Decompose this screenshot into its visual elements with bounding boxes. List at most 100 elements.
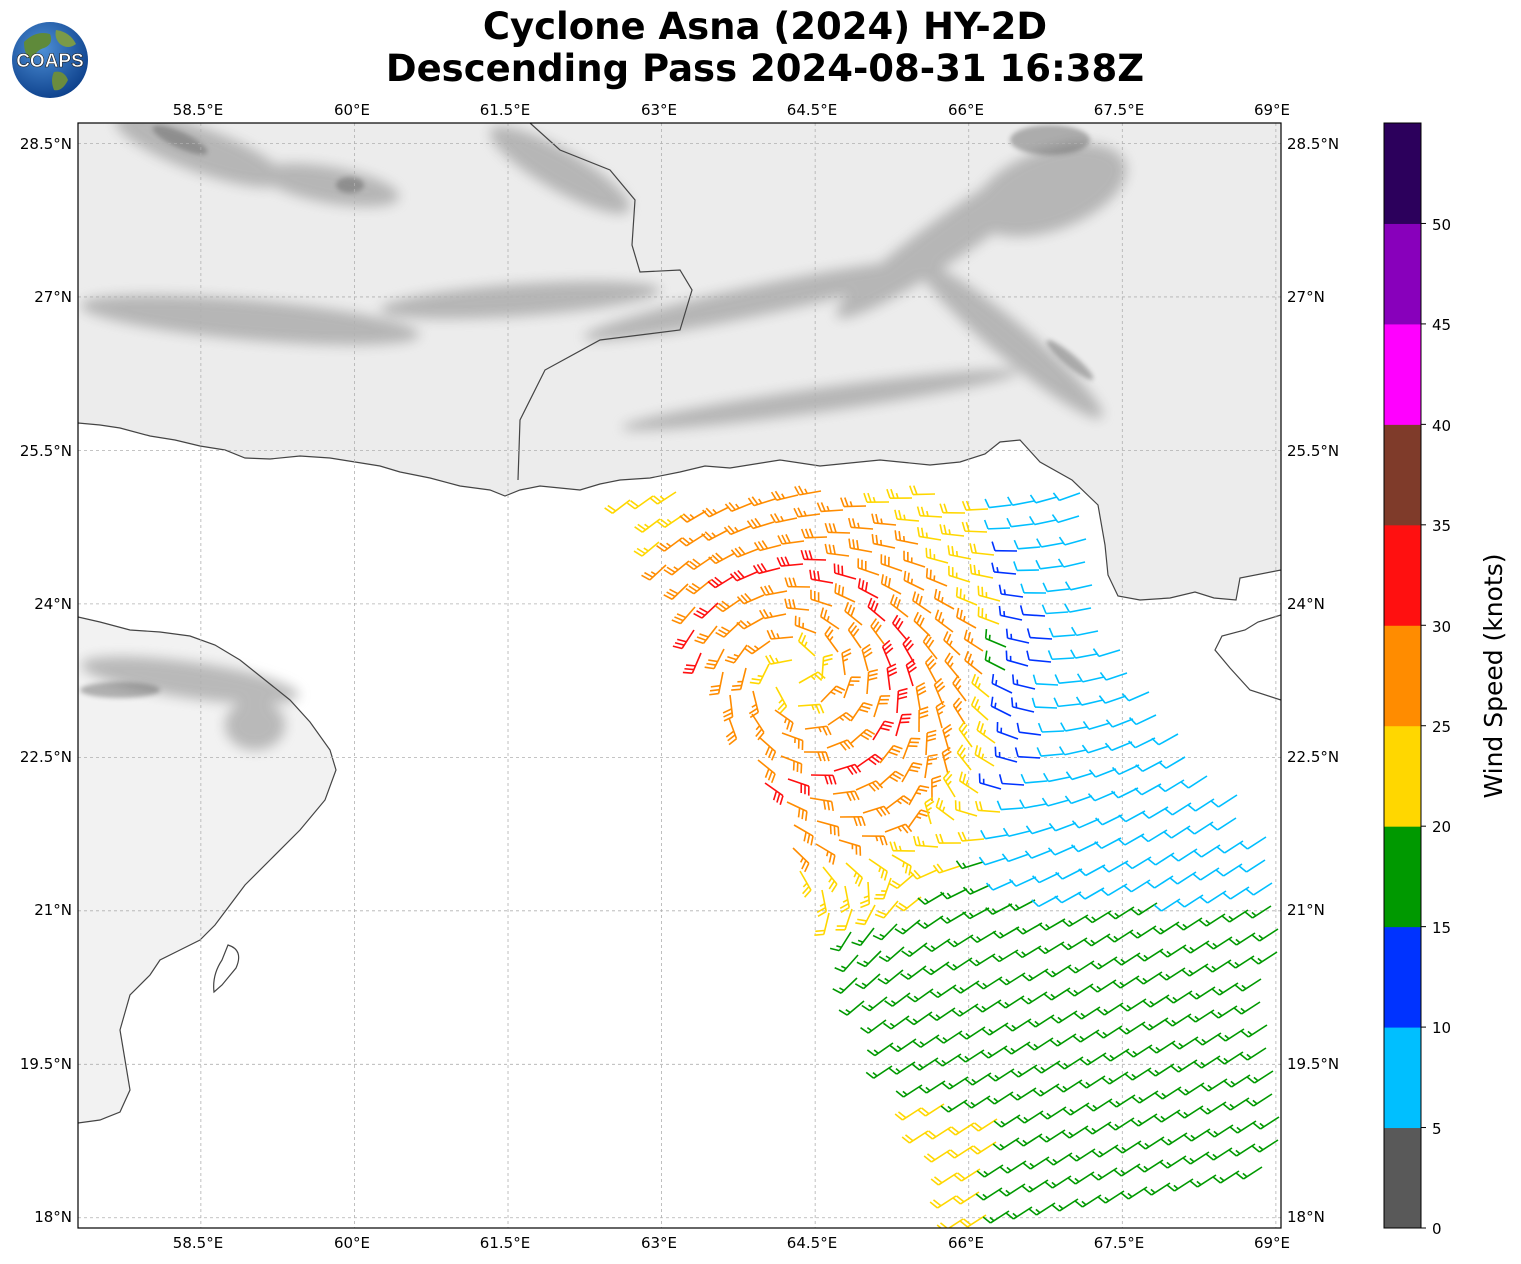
lat-label-left: 27°N bbox=[34, 288, 72, 306]
wind-barb bbox=[776, 556, 804, 567]
wind-barb bbox=[1014, 747, 1041, 759]
wind-barb bbox=[970, 1118, 998, 1132]
wind-barb bbox=[1016, 1110, 1044, 1124]
colorbar-segment bbox=[1384, 1027, 1421, 1129]
coastlines bbox=[78, 123, 1281, 1124]
wind-barb bbox=[1058, 746, 1087, 756]
wind-barb bbox=[1151, 733, 1179, 746]
wind-barb bbox=[1170, 848, 1198, 862]
lon-label-bottom: 69°E bbox=[1254, 1234, 1290, 1252]
wind-barb bbox=[845, 862, 864, 887]
wind-barb bbox=[917, 892, 945, 905]
wind-barb bbox=[1002, 827, 1031, 838]
wind-barb bbox=[850, 702, 873, 722]
wind-barb bbox=[940, 1099, 968, 1113]
wind-barb bbox=[952, 1191, 980, 1205]
wind-barb bbox=[922, 633, 938, 660]
wind-barb bbox=[799, 870, 812, 898]
wind-barb bbox=[1032, 674, 1059, 686]
wind-barb bbox=[877, 969, 904, 985]
wind-barb bbox=[929, 1195, 957, 1209]
wind-barb bbox=[916, 506, 943, 518]
wind-barb bbox=[800, 528, 828, 539]
wind-barb bbox=[765, 654, 793, 665]
lon-label-bottom: 66°E bbox=[948, 1234, 984, 1252]
wind-barb bbox=[821, 653, 833, 680]
wind-barb bbox=[1042, 582, 1070, 593]
wind-barb bbox=[682, 652, 702, 675]
lat-label-right: 19.5°N bbox=[1287, 1055, 1339, 1073]
wind-barb bbox=[1064, 581, 1093, 591]
wind-barb bbox=[816, 502, 844, 513]
wind-barb bbox=[1007, 496, 1035, 506]
wind-barb bbox=[932, 863, 961, 874]
lat-label-right: 22.5°N bbox=[1287, 748, 1339, 766]
wind-barb bbox=[1169, 871, 1197, 885]
logo-text: COAPS bbox=[16, 51, 84, 72]
wind-barb bbox=[947, 1122, 975, 1136]
wind-barb bbox=[787, 778, 810, 796]
wind-barb bbox=[1071, 841, 1099, 853]
wind-barb bbox=[1010, 1064, 1038, 1078]
wind-barb bbox=[824, 626, 839, 653]
wind-barb bbox=[1165, 990, 1193, 1004]
wind-barb bbox=[909, 485, 936, 496]
wind-barb bbox=[1068, 1148, 1096, 1162]
colorbar-tick-label: 5 bbox=[1432, 1120, 1442, 1138]
colorbar-segment bbox=[1384, 826, 1421, 928]
wind-barb bbox=[894, 919, 921, 935]
wind-barb bbox=[993, 1114, 1021, 1128]
wind-barb bbox=[928, 1007, 956, 1021]
wind-barb bbox=[1090, 1167, 1118, 1181]
wind-barb bbox=[1055, 1079, 1083, 1093]
wind-barb bbox=[1131, 1090, 1159, 1104]
wind-barb bbox=[1064, 795, 1093, 805]
wind-barb bbox=[867, 597, 886, 622]
wind-barb bbox=[969, 564, 994, 579]
wind-barb bbox=[1043, 987, 1071, 1001]
wind-barb bbox=[895, 1084, 923, 1098]
wind-barb bbox=[984, 498, 1012, 509]
wind-barb bbox=[1021, 968, 1049, 982]
wind-barb bbox=[861, 996, 888, 1012]
wind-barb bbox=[758, 736, 777, 761]
wind-barb bbox=[1015, 1133, 1043, 1147]
wind-barb bbox=[826, 739, 855, 751]
wind-barb bbox=[952, 980, 980, 994]
wind-barb bbox=[1049, 1033, 1077, 1047]
wind-barb bbox=[882, 1015, 910, 1030]
wind-barb bbox=[994, 746, 1018, 763]
wind-barb bbox=[856, 950, 882, 968]
wind-barb bbox=[866, 668, 879, 695]
wind-barb bbox=[901, 942, 928, 957]
wind-barb bbox=[816, 820, 840, 837]
map-title: Cyclone Asna (2024) HY-2D Descending Pas… bbox=[0, 6, 1521, 90]
wind-barb bbox=[984, 650, 1006, 671]
wind-barb bbox=[939, 911, 967, 924]
colorbar-tick-label: 45 bbox=[1432, 316, 1451, 334]
wind-barb bbox=[962, 907, 990, 920]
wind-barb bbox=[946, 1145, 974, 1159]
wind-barb bbox=[957, 831, 985, 842]
wind-barb bbox=[895, 896, 922, 912]
wind-barb bbox=[1189, 1174, 1217, 1188]
wind-barb bbox=[1081, 744, 1110, 754]
wind-barb bbox=[1245, 1093, 1273, 1107]
wind-barbs bbox=[604, 485, 1280, 1228]
wind-barb bbox=[1107, 1117, 1135, 1131]
wind-barb bbox=[781, 732, 804, 751]
wind-barb bbox=[1029, 494, 1058, 504]
wind-barb bbox=[1104, 741, 1133, 752]
wind-barb bbox=[729, 569, 758, 582]
wind-barb bbox=[861, 643, 873, 672]
wind-barb bbox=[1159, 1155, 1187, 1169]
wind-barb bbox=[1090, 956, 1118, 970]
wind-barb bbox=[1240, 1024, 1268, 1038]
wind-barb bbox=[822, 866, 838, 893]
wind-barb bbox=[971, 673, 990, 698]
colorbar-title: Wind Speed (knots) bbox=[1479, 553, 1508, 798]
wind-barb bbox=[810, 589, 833, 607]
wind-barb bbox=[1120, 1186, 1148, 1200]
wind-barb bbox=[935, 797, 955, 821]
wind-barb bbox=[815, 843, 836, 865]
